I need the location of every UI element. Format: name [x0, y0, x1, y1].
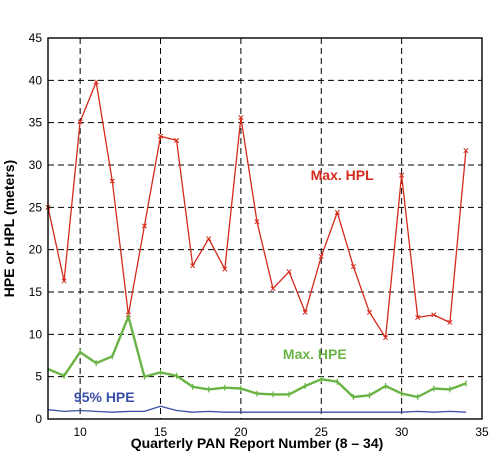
data-point	[222, 266, 228, 272]
x-tick-label-1: 15	[154, 425, 168, 439]
data-point	[254, 219, 260, 225]
y-tick-label-3: 15	[29, 285, 43, 299]
plot-area	[45, 37, 483, 420]
data-point	[350, 264, 356, 270]
data-point	[206, 236, 212, 242]
data-point	[157, 133, 164, 139]
y-tick-label-5: 25	[29, 200, 43, 214]
x-tick-label-4: 30	[395, 425, 409, 439]
data-point	[109, 178, 115, 184]
data-point	[61, 278, 67, 284]
data-point	[318, 253, 324, 259]
series-label-2: 95% HPE	[74, 389, 135, 405]
data-point	[334, 209, 340, 215]
series-lines	[45, 79, 469, 413]
y-tick-label-9: 45	[29, 31, 43, 45]
data-point	[463, 148, 469, 154]
x-tick-label-0: 10	[73, 425, 87, 439]
data-point	[447, 319, 453, 326]
y-axis-label: HPE or HPL (meters)	[1, 160, 17, 297]
y-tick-label-4: 20	[29, 243, 43, 257]
data-point	[141, 223, 147, 229]
plot-frame	[47, 37, 483, 420]
y-tick-label-1: 5	[35, 370, 42, 384]
series-2	[47, 405, 466, 413]
data-point	[399, 172, 405, 178]
x-tick-labels: 10 15 20 25 30 35	[73, 425, 489, 439]
x-tick-label-3: 25	[315, 425, 329, 439]
x-tick-label-5: 35	[475, 425, 489, 439]
y-tick-labels: 0 5 10 15 20 25 30 35 40 45	[29, 31, 43, 426]
data-point	[190, 263, 196, 269]
data-point	[431, 312, 437, 318]
data-point	[174, 137, 180, 144]
y-tick-label-2: 10	[29, 327, 43, 341]
series-labels: Max. HPL Max. HPE 95% HPE	[74, 167, 374, 405]
data-point	[238, 115, 244, 121]
series-1	[47, 313, 467, 400]
y-tick-label-8: 40	[29, 73, 43, 87]
data-point	[383, 335, 389, 341]
x-tick-label-2: 20	[234, 425, 248, 439]
data-point	[366, 309, 373, 315]
data-point	[302, 309, 308, 315]
data-point	[286, 269, 292, 275]
plot-background	[48, 38, 482, 419]
y-tick-label-7: 35	[29, 116, 43, 130]
y-tick-label-0: 0	[35, 412, 42, 426]
series-line-2	[47, 405, 466, 413]
series-label-1: Max. HPE	[283, 346, 347, 362]
y-tick-label-6: 30	[29, 158, 43, 172]
data-point	[415, 314, 421, 320]
x-axis-label: Quarterly PAN Report Number (8 – 34)	[131, 435, 384, 451]
data-point	[93, 79, 99, 85]
data-point	[77, 119, 83, 125]
data-point	[270, 286, 276, 292]
series-label-0: Max. HPL	[311, 167, 374, 183]
